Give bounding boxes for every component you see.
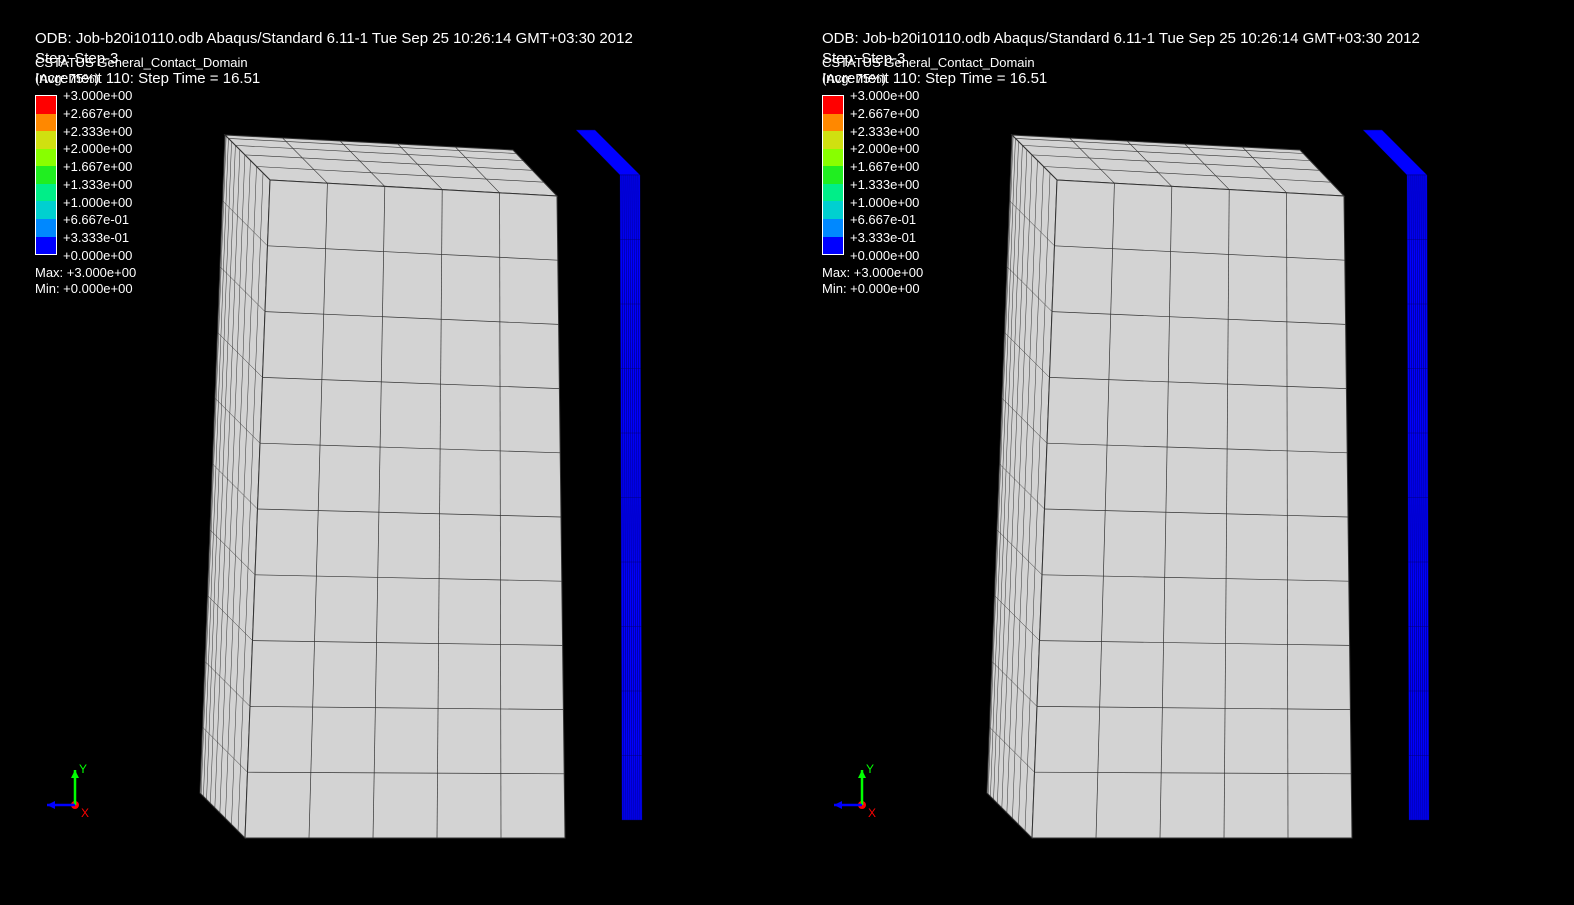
svg-text:X: X	[81, 806, 89, 817]
svg-text:Y: Y	[79, 762, 87, 776]
axis-triad: YZX	[45, 757, 105, 817]
view-panel-left: ODB: Job-b20i10110.odb Abaqus/Standard 6…	[0, 0, 787, 905]
svg-text:X: X	[868, 806, 876, 817]
mesh-viewport[interactable]	[787, 0, 1574, 905]
mesh-viewport[interactable]	[0, 0, 787, 905]
svg-text:Y: Y	[866, 762, 874, 776]
view-panel-right: ODB: Job-b20i10110.odb Abaqus/Standard 6…	[787, 0, 1574, 905]
axis-triad: YZX	[832, 757, 892, 817]
